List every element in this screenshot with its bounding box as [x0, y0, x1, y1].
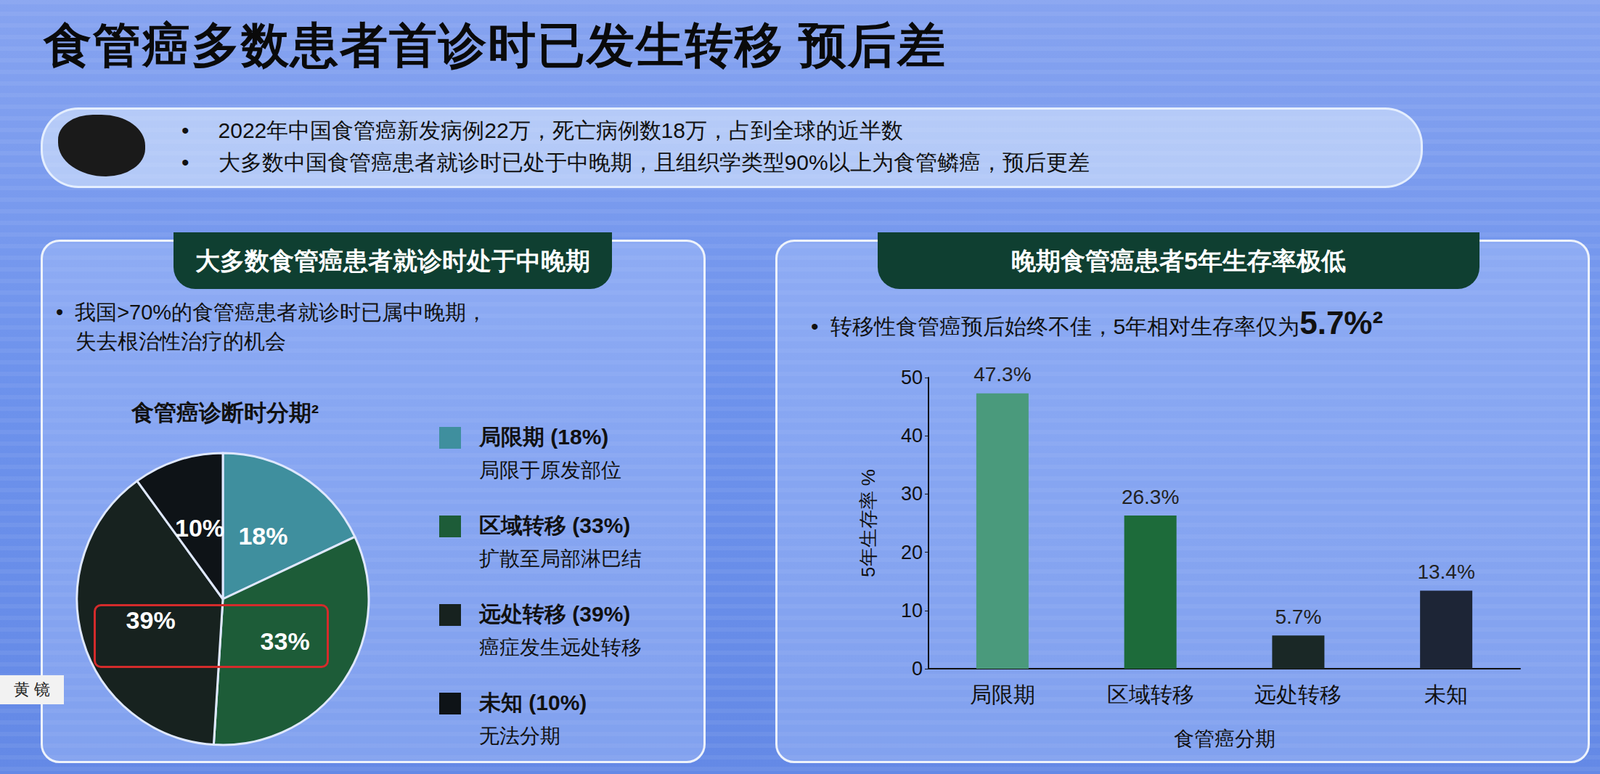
svg-text:食管癌分期: 食管癌分期 — [1173, 727, 1276, 750]
svg-text:5年生存率 %: 5年生存率 % — [857, 468, 880, 578]
svg-text:13.4%: 13.4% — [1417, 560, 1475, 583]
svg-text:10: 10 — [900, 599, 923, 622]
svg-text:40: 40 — [900, 424, 923, 447]
html-text:晚期食管癌患者5年生存率极低: 晚期食管癌患者5年生存率极低 — [1011, 246, 1346, 275]
html-text:局限期 (18%): 局限期 (18%) — [479, 424, 609, 449]
html-text:黄 镜: 黄 镜 — [13, 680, 51, 699]
svg-text:33%: 33% — [260, 627, 310, 655]
svg-text:远处转移: 远处转移 — [1254, 682, 1342, 707]
svg-text:39%: 39% — [126, 606, 176, 634]
svg-text:5.7%: 5.7% — [1274, 605, 1322, 628]
html-text:2022年中国食管癌新发病例22万，死亡病例数18万，占到全: 2022年中国食管癌新发病例22万，死亡病例数18万，占到全球的近半数 — [218, 118, 904, 143]
html-text:大多数中国食管癌患者就诊时已处于中晚期，且组织学类型90%以: 大多数中国食管癌患者就诊时已处于中晚期，且组织学类型90%以上为食管鳞癌，预后更… — [218, 150, 1090, 175]
svg-text:区域转移: 区域转移 — [1107, 682, 1195, 707]
svg-text:18%: 18% — [238, 521, 288, 550]
html-text:未知 (10%): 未知 (10%) — [479, 690, 587, 715]
svg-text:局限期: 局限期 — [969, 682, 1036, 707]
svg-text:50: 50 — [900, 366, 923, 389]
svg-text:26.3%: 26.3% — [1121, 485, 1179, 509]
svg-text:未知: 未知 — [1424, 682, 1468, 707]
html-text:食管癌多数患者首诊时已发生转移 预后差: 食管癌多数患者首诊时已发生转移 预后差 — [43, 18, 947, 72]
svg-text:30: 30 — [900, 482, 923, 505]
html-text:食管癌诊断时分期²: 食管癌诊断时分期² — [131, 400, 319, 426]
html-text:癌症发生远处转移: 癌症发生远处转移 — [479, 635, 642, 659]
html-text:转移性食管癌预后始终不佳，5年相对生存率仅为5.7%²: 转移性食管癌预后始终不佳，5年相对生存率仅为5.7%² — [830, 304, 1384, 341]
svg-text:0: 0 — [911, 657, 923, 680]
svg-text:47.3%: 47.3% — [973, 362, 1031, 386]
html-text:失去根治性治疗的机会: 失去根治性治疗的机会 — [75, 329, 287, 353]
html-text:大多数食管癌患者就诊时处于中晚期: 大多数食管癌患者就诊时处于中晚期 — [195, 246, 591, 275]
html-text:我国>70%的食管癌患者就诊时已属中晚期，: 我国>70%的食管癌患者就诊时已属中晚期， — [74, 300, 488, 324]
html-text:远处转移 (39%): 远处转移 (39%) — [479, 601, 631, 626]
svg-text:20: 20 — [900, 541, 923, 564]
svg-text:10%: 10% — [174, 513, 225, 542]
html-text:区域转移 (33%): 区域转移 (33%) — [479, 513, 631, 538]
html-text:扩散至局部淋巴结: 扩散至局部淋巴结 — [479, 547, 642, 570]
html-text:无法分期: 无法分期 — [479, 724, 561, 748]
html-text:局限于原发部位: 局限于原发部位 — [479, 458, 622, 482]
